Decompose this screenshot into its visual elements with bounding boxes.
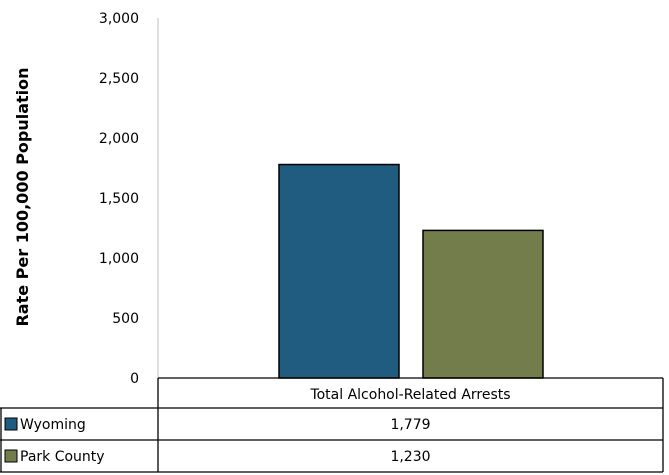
bar-park-county xyxy=(422,229,544,379)
data-label-park-county: 1,230 xyxy=(390,449,430,465)
y-tick-label: 3,000 xyxy=(99,11,139,27)
bars xyxy=(278,163,544,379)
legend-label-wyoming: Wyoming xyxy=(20,417,86,433)
y-axis-label: Rate Per 100,000 Population xyxy=(13,67,32,326)
y-tick-label: 0 xyxy=(130,371,139,387)
y-tick-label: 2,000 xyxy=(99,131,139,147)
bar-wyoming xyxy=(278,163,400,379)
y-tick-label: 500 xyxy=(112,311,139,327)
y-tick-label: 1,000 xyxy=(99,251,139,267)
legend-label-park-county: Park County xyxy=(20,449,105,465)
y-tick-label: 1,500 xyxy=(99,191,139,207)
y-tick-label: 2,500 xyxy=(99,71,139,87)
x-category-label: Total Alcohol-Related Arrests xyxy=(309,387,510,403)
y-axis-ticks: 0 500 1,000 1,500 2,000 2,500 3,000 xyxy=(99,11,139,387)
legend-swatch-park-county xyxy=(4,449,18,463)
data-table: Total Alcohol-Related Arrests Wyoming 1,77… xyxy=(0,377,664,473)
legend-swatch-wyoming xyxy=(4,417,18,431)
data-label-wyoming: 1,779 xyxy=(390,417,430,433)
